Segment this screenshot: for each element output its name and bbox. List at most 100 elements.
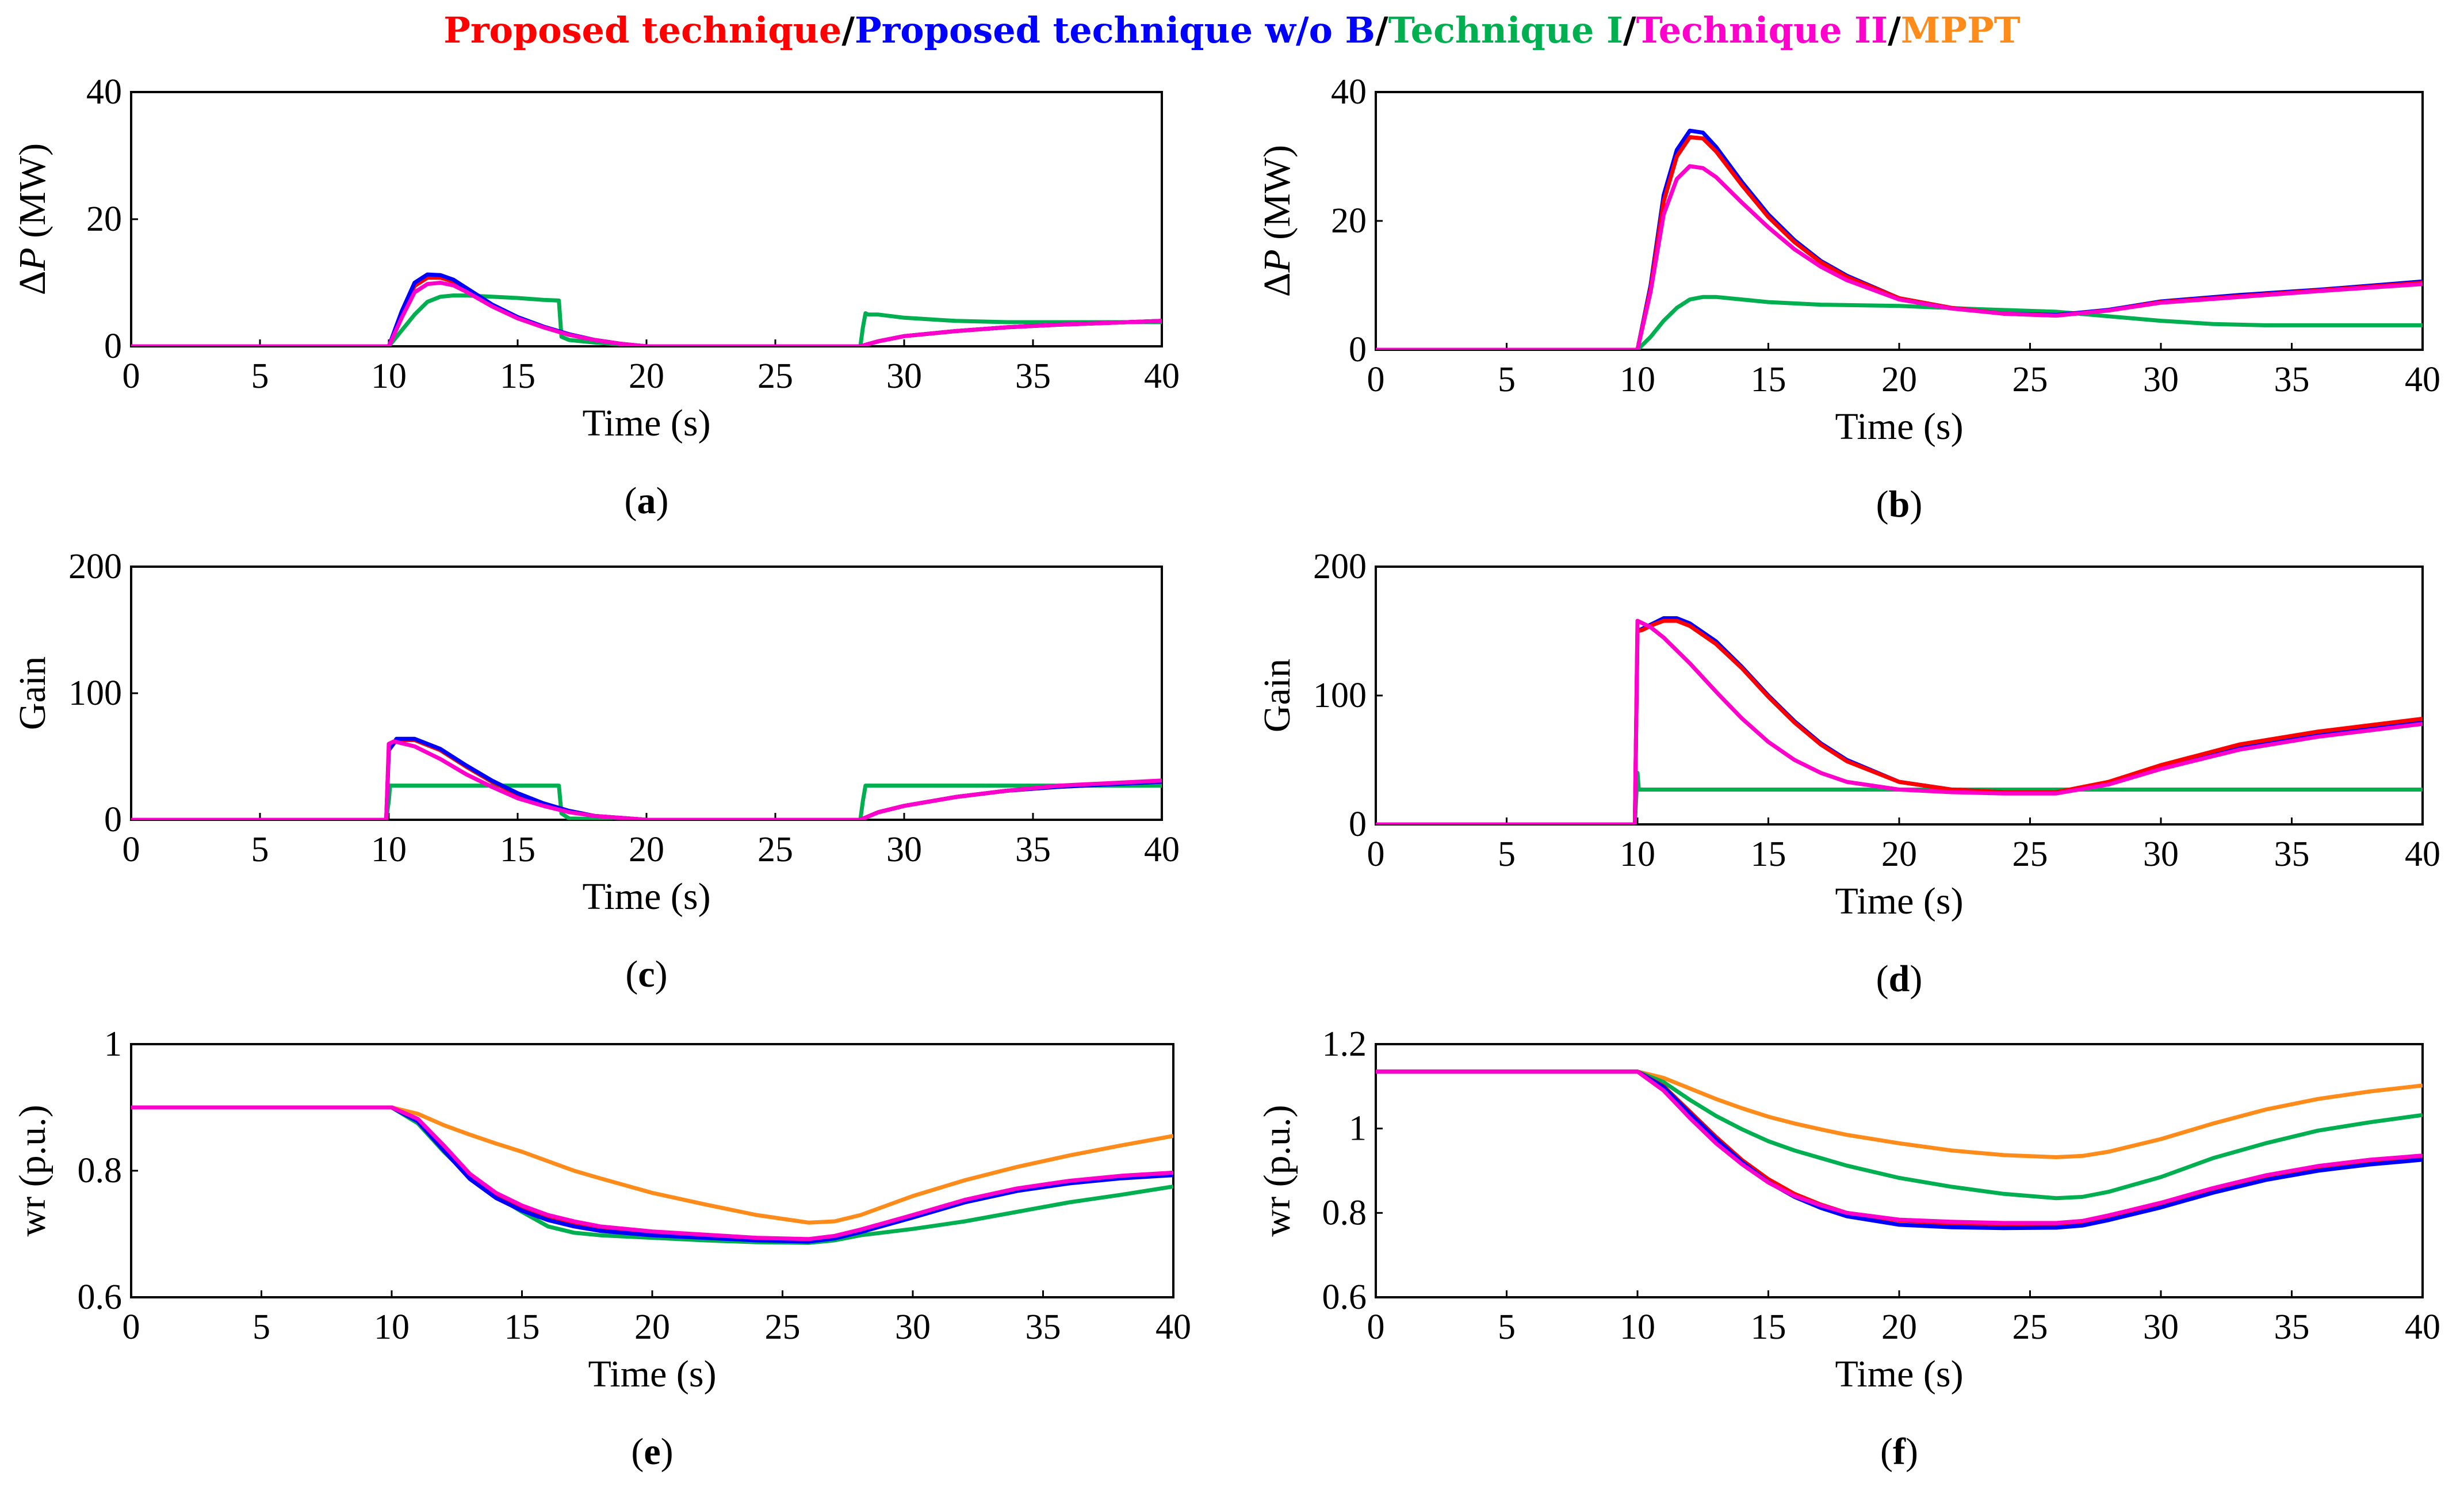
chart-panel-c: 0 5 10 15 20 25 30 35 40 0 100 200 Time (s) Gain (c) <box>12 547 1180 995</box>
x-axis-title: Time (s) <box>582 876 710 918</box>
y-tick-label: 200 <box>68 547 122 586</box>
series-line-technique-ii <box>131 739 1162 820</box>
panel-label: (d) <box>1876 958 1923 1000</box>
x-tick-label: 20 <box>634 1308 670 1347</box>
y-axis-title: wr (p.u.) <box>12 1105 53 1236</box>
y-tick-label: 1 <box>1349 1109 1367 1148</box>
x-tick-label: 20 <box>629 830 664 869</box>
y-axis-title-variable: P <box>1256 249 1298 273</box>
x-tick-label: 40 <box>1144 357 1180 396</box>
series-line-proposed-technique <box>131 1105 1173 1243</box>
series-line-technique-i <box>1376 295 2423 350</box>
panel-label-letter: e <box>644 1431 660 1473</box>
series-line-technique-ii <box>131 1105 1173 1241</box>
x-tick-label: 30 <box>2143 835 2179 874</box>
y-axis-title-variable: P <box>12 247 53 271</box>
x-tick-label: 35 <box>1015 830 1051 869</box>
x-tick-label: 25 <box>2012 1308 2048 1347</box>
x-tick-label: 25 <box>2012 835 2048 874</box>
x-tick-label: 40 <box>1156 1308 1191 1347</box>
plot-frame <box>130 91 1163 347</box>
panel-label-letter: c <box>638 953 655 995</box>
x-tick-label: 0 <box>123 357 140 396</box>
x-tick-label: 20 <box>1881 835 1917 874</box>
x-tick-label: 15 <box>500 357 535 396</box>
x-tick-label: 5 <box>251 830 269 869</box>
y-axis-title: ΔP (MW) <box>1256 145 1298 297</box>
x-tick-label: 20 <box>1881 360 1917 399</box>
panel-label-open: ( <box>625 480 637 522</box>
series-line-proposed-technique <box>1376 135 2423 350</box>
plot-frame <box>1375 566 2424 826</box>
x-tick-label: 35 <box>1015 357 1051 396</box>
x-tick-label: 30 <box>886 830 922 869</box>
x-tick-label: 15 <box>1751 360 1786 399</box>
panel-label-letter: b <box>1889 483 1910 525</box>
x-tick-label: 40 <box>1144 830 1180 869</box>
x-tick-label: 40 <box>2405 1308 2440 1347</box>
chart-panel-d: 0 5 10 15 20 25 30 35 40 0 100 200 Time (s) Gain (d) <box>1256 547 2440 1000</box>
x-tick-label: 5 <box>1498 360 1516 399</box>
panel-label-letter: a <box>637 480 656 522</box>
panel-label-close: ) <box>661 1431 674 1473</box>
x-tick-label: 20 <box>1881 1308 1917 1347</box>
panel-label: (f) <box>1880 1431 1918 1473</box>
panel-label-close: ) <box>1906 1431 1918 1473</box>
y-axis-title-unit: (MW) <box>12 143 53 247</box>
x-tick-label: 0 <box>1367 360 1385 399</box>
x-tick-label: 10 <box>371 357 407 396</box>
series-line-technique-ii <box>131 281 1162 346</box>
series-line-technique-ii <box>1376 1069 2423 1225</box>
plot-frame <box>1375 91 2424 351</box>
plot-frame <box>130 1043 1174 1298</box>
chart-panel-f: 0 5 10 15 20 25 30 35 40 0.6 0.8 1 1.2 Time (s) wr (p.… <box>1256 1025 2440 1473</box>
x-tick-label: 10 <box>1620 360 1655 399</box>
panel-label-open: ( <box>1876 483 1889 525</box>
series-line-proposed-technique-w-o-b <box>131 736 1162 820</box>
panel-label-open: ( <box>625 953 638 995</box>
legend-separator: / <box>1623 9 1636 51</box>
legend: Proposed technique/Proposed technique w/… <box>0 5 2464 56</box>
x-tick-label: 25 <box>765 1308 801 1347</box>
x-tick-label: 35 <box>2274 360 2310 399</box>
x-axis-title: Time (s) <box>582 402 710 444</box>
x-tick-label: 0 <box>123 830 140 869</box>
panel-label: (e) <box>631 1431 673 1473</box>
x-tick-label: 40 <box>2405 360 2440 399</box>
y-tick-label: 1.2 <box>1322 1025 1367 1064</box>
series-line-technique-ii <box>1376 164 2423 350</box>
x-tick-label: 5 <box>252 1308 270 1347</box>
y-tick-label: 0.6 <box>78 1278 123 1317</box>
x-tick-label: 35 <box>2274 835 2310 874</box>
x-tick-label: 10 <box>371 830 407 869</box>
panel-label-close: ) <box>1910 958 1922 1000</box>
panel-label-letter: d <box>1889 958 1910 1000</box>
x-tick-label: 25 <box>757 830 793 869</box>
series-line-proposed-technique <box>1376 1069 2423 1227</box>
y-tick-label: 20 <box>1331 201 1367 240</box>
x-tick-label: 10 <box>374 1308 410 1347</box>
series-line-technique-i <box>1376 1069 2423 1201</box>
x-tick-label: 15 <box>504 1308 540 1347</box>
panel-label-close: ) <box>656 480 669 522</box>
y-tick-label: 0.8 <box>78 1151 123 1190</box>
series-line-proposed-technique-w-o-b <box>131 272 1162 346</box>
legend-item-technique-i: Technique I <box>1388 9 1624 51</box>
y-tick-label: 40 <box>86 72 122 112</box>
x-tick-label: 25 <box>757 357 793 396</box>
series-line-proposed-technique <box>131 276 1162 346</box>
x-axis-title: Time (s) <box>1835 880 1963 922</box>
plot-frame <box>130 566 1163 821</box>
panel-label: (b) <box>1876 483 1923 525</box>
y-tick-label: 0.6 <box>1322 1278 1367 1317</box>
panel-label-open: ( <box>1880 1431 1893 1473</box>
series-line-proposed-technique-w-o-b <box>131 1105 1173 1244</box>
y-tick-label: 40 <box>1331 72 1367 112</box>
y-tick-label: 0.8 <box>1322 1193 1367 1232</box>
x-tick-label: 5 <box>251 357 269 396</box>
y-axis-title: Gain <box>12 656 53 730</box>
series-line-mppt <box>131 1105 1173 1225</box>
x-tick-label: 20 <box>629 357 664 396</box>
series-line-proposed-technique <box>131 738 1162 820</box>
